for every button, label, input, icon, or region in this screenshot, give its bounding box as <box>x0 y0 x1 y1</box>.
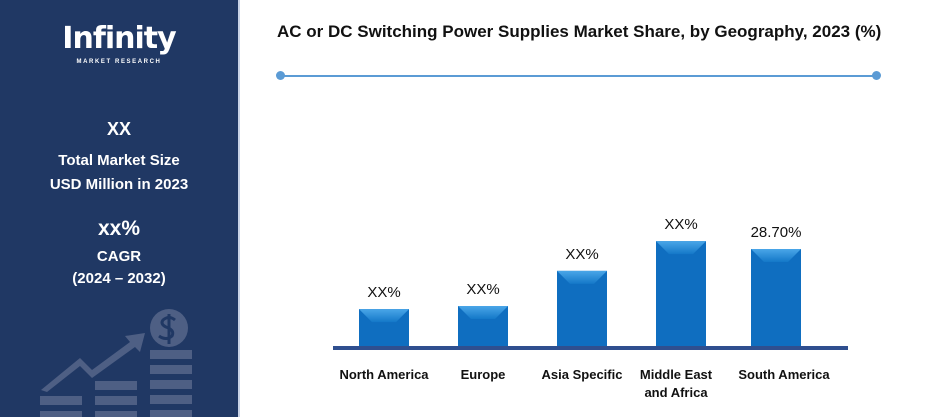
x-axis-baseline <box>333 346 848 350</box>
data-label: XX% <box>664 216 697 233</box>
cagr-period: (2024 – 2032) <box>72 270 166 287</box>
chart-title: AC or DC Switching Power Supplies Market… <box>277 22 882 41</box>
x-tick-label: North America <box>339 367 429 382</box>
logo-text: Infinity <box>62 21 176 56</box>
bar-bevel <box>359 309 409 323</box>
divider-dot-right <box>872 71 881 80</box>
bar <box>656 241 706 347</box>
x-tick-label: South America <box>738 367 830 382</box>
data-label: 28.70% <box>751 224 802 241</box>
bar <box>751 249 801 347</box>
data-label: XX% <box>367 284 400 301</box>
data-label: XX% <box>565 246 598 263</box>
x-tick-label: Europe <box>461 367 506 382</box>
bar-bevel <box>458 306 508 320</box>
cagr-value: xx% <box>97 217 141 240</box>
x-tick-label: Asia Specific <box>542 367 623 382</box>
logo: Infinity MARKET RESEARCH <box>0 22 238 66</box>
bar-bevel <box>751 249 801 262</box>
growth-chart-dollar-icon <box>40 309 192 417</box>
x-tick-label: Middle East <box>640 367 713 382</box>
cagr-label: CAGR <box>96 248 142 265</box>
divider-dot-left <box>276 71 285 80</box>
x-tick-label: and Africa <box>644 385 708 400</box>
sidebar: Infinity MARKET RESEARCH XX Total Market… <box>0 0 240 417</box>
title-divider <box>280 75 876 77</box>
bar-bevel <box>557 270 607 284</box>
market-size-unit: USD Million in 2023 <box>49 176 189 193</box>
logo-tagline: MARKET RESEARCH <box>76 59 162 65</box>
data-label: XX% <box>466 281 499 298</box>
bar-bevel <box>656 241 706 255</box>
market-size-label: Total Market Size <box>58 152 180 169</box>
market-size-value: XX <box>106 119 131 139</box>
